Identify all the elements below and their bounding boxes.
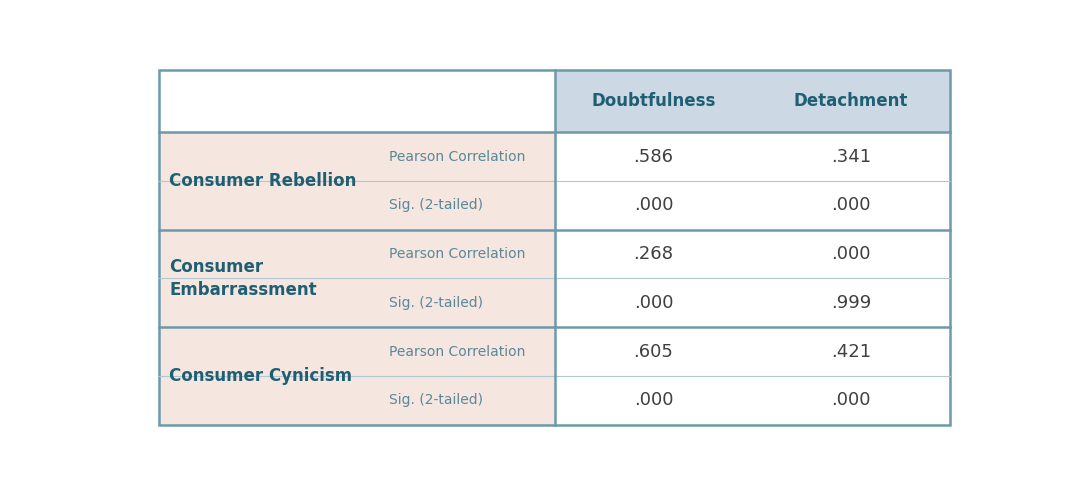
Text: .000: .000	[831, 196, 871, 214]
Bar	[554, 327, 949, 425]
Bar	[159, 70, 554, 132]
Text: .000: .000	[634, 196, 673, 214]
Text: Sig. (2-tailed): Sig. (2-tailed)	[389, 198, 483, 212]
Bar	[159, 327, 554, 425]
Text: .605: .605	[634, 343, 673, 361]
Text: Sig. (2-tailed): Sig. (2-tailed)	[389, 296, 483, 310]
Bar	[554, 230, 949, 327]
Text: .999: .999	[831, 294, 871, 312]
Text: .268: .268	[634, 245, 673, 263]
Text: .000: .000	[634, 392, 673, 410]
Text: .000: .000	[831, 245, 871, 263]
Text: Consumer Cynicism: Consumer Cynicism	[170, 367, 352, 385]
Text: .000: .000	[634, 294, 673, 312]
Text: Doubtfulness: Doubtfulness	[592, 92, 715, 110]
Text: Detachment: Detachment	[794, 92, 909, 110]
Text: .421: .421	[831, 343, 871, 361]
Bar	[159, 230, 554, 327]
Text: Sig. (2-tailed): Sig. (2-tailed)	[389, 393, 483, 407]
Bar	[554, 70, 949, 132]
Text: Pearson Correlation: Pearson Correlation	[389, 149, 525, 164]
Text: Consumer
Embarrassment: Consumer Embarrassment	[170, 258, 317, 299]
Bar	[554, 132, 949, 230]
Bar	[159, 132, 554, 230]
Text: Pearson Correlation: Pearson Correlation	[389, 247, 525, 261]
Text: Pearson Correlation: Pearson Correlation	[389, 344, 525, 359]
Text: .341: .341	[831, 147, 871, 166]
Text: .586: .586	[634, 147, 673, 166]
Text: .000: .000	[831, 392, 871, 410]
Text: Consumer Rebellion: Consumer Rebellion	[170, 172, 357, 190]
